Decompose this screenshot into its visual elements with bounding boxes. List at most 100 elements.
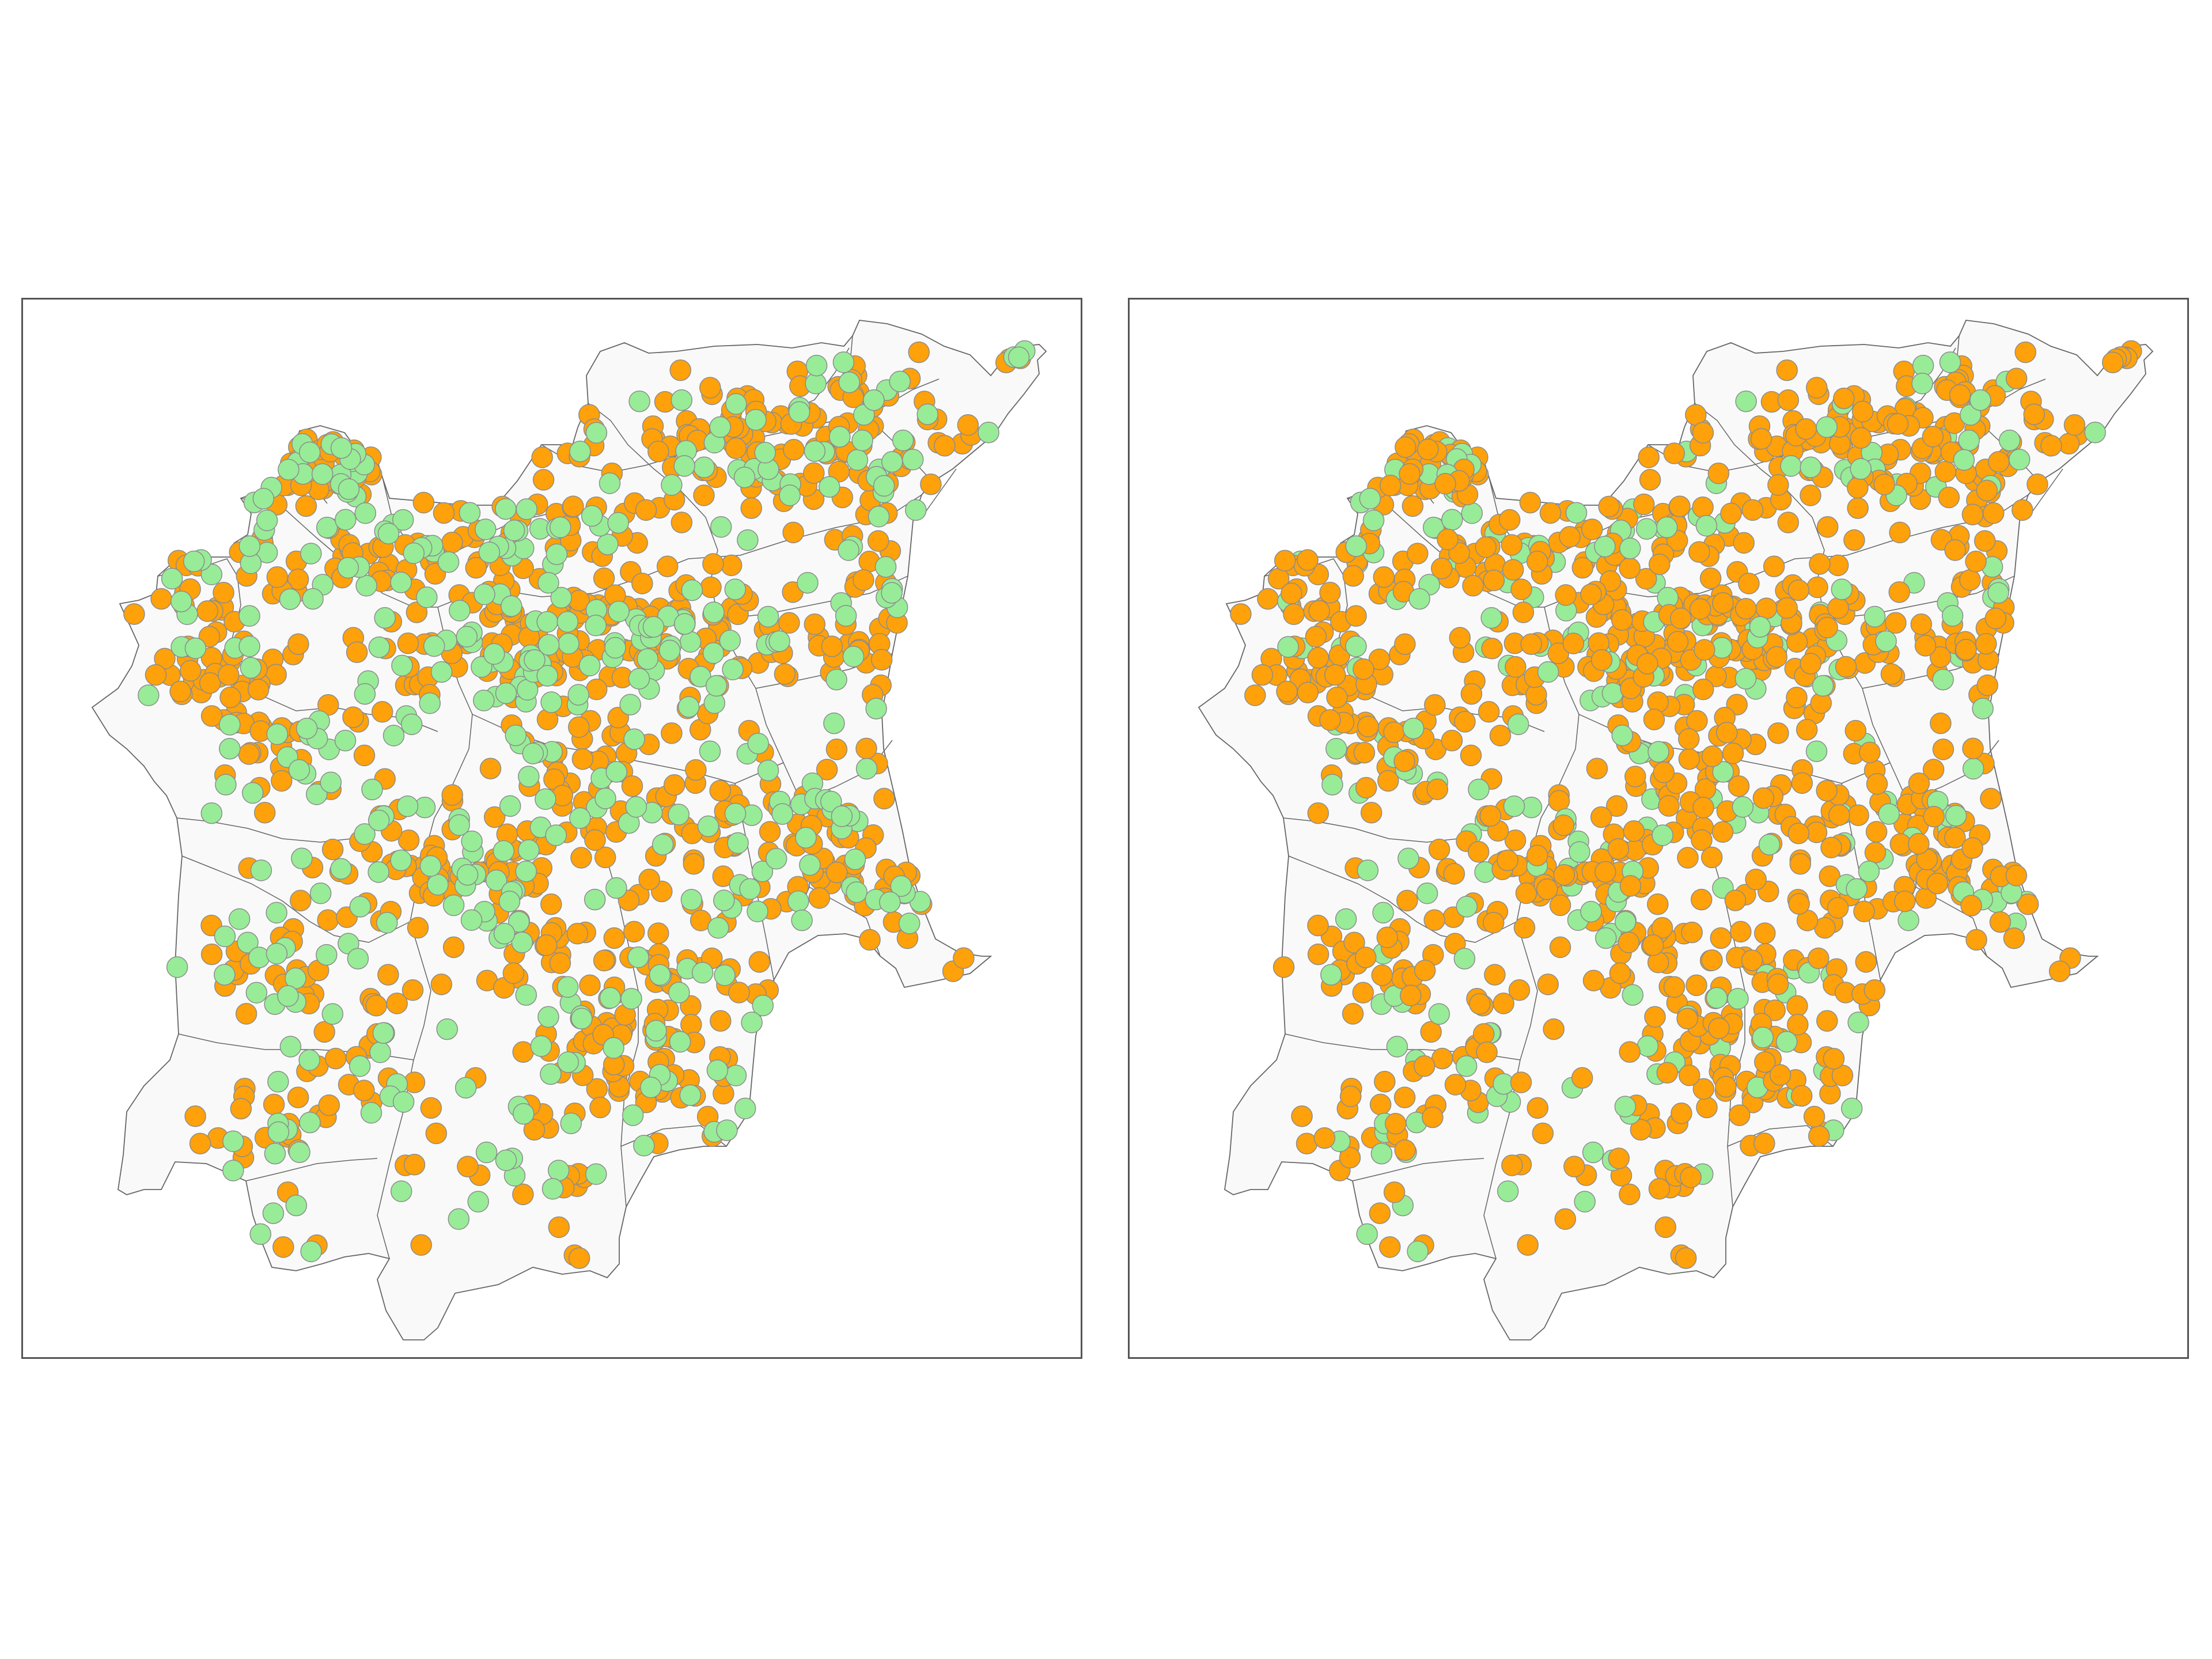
site-marker-orange [782, 521, 804, 544]
site-marker-green [461, 830, 483, 853]
site-marker-green [879, 891, 901, 913]
site-marker-green [549, 516, 571, 539]
site-marker-orange [566, 922, 589, 945]
site-marker-green [296, 717, 318, 740]
site-marker-green [787, 890, 809, 912]
site-marker-orange [1343, 931, 1365, 954]
site-marker-green [396, 795, 419, 817]
site-marker-orange [1949, 384, 1971, 406]
site-marker-green [604, 637, 626, 659]
site-marker-orange [253, 801, 276, 824]
site-marker-orange [1308, 600, 1330, 622]
site-marker-orange [1666, 631, 1689, 653]
site-marker-green [546, 543, 568, 565]
site-marker-orange [512, 1183, 534, 1206]
site-marker-orange [1460, 744, 1482, 767]
site-marker-green [693, 456, 715, 479]
site-marker-orange [1407, 543, 1429, 565]
site-marker-orange [669, 359, 691, 381]
site-marker-green [581, 505, 603, 527]
site-marker-orange [1908, 832, 1930, 855]
site-marker-green [608, 600, 630, 623]
site-marker-orange [1961, 503, 1984, 525]
site-marker-green [1706, 987, 1728, 1009]
site-marker-green [1611, 724, 1634, 747]
site-marker-orange [1422, 1106, 1444, 1128]
site-marker-orange [1806, 377, 1828, 399]
site-marker-green [390, 1180, 412, 1202]
site-marker-green [267, 1121, 290, 1143]
site-marker-green [619, 694, 641, 715]
site-marker-orange [407, 916, 429, 939]
site-marker-green [360, 1102, 382, 1124]
site-marker-orange [1428, 838, 1450, 861]
site-marker-orange [1806, 576, 1828, 599]
site-marker-green [300, 543, 322, 565]
site-marker-orange [1663, 976, 1685, 998]
site-marker-green [571, 1007, 593, 1030]
site-marker-green [460, 909, 483, 931]
site-marker-orange [709, 779, 731, 802]
site-marker-green [709, 416, 731, 438]
site-marker-orange [1478, 701, 1500, 723]
site-marker-orange [683, 853, 705, 875]
site-marker-green [419, 692, 441, 714]
site-marker-green [658, 639, 681, 662]
site-marker-green [505, 724, 527, 747]
site-marker-green [437, 551, 460, 573]
site-marker-orange [1423, 909, 1445, 931]
site-marker-green [1595, 927, 1617, 949]
site-marker-green [436, 1018, 458, 1040]
site-marker-orange [1763, 555, 1785, 577]
site-marker-green [585, 615, 607, 637]
site-marker-orange [1582, 969, 1605, 992]
site-marker-green [1969, 389, 1991, 411]
site-marker-orange [1352, 982, 1374, 1004]
site-marker-green [266, 723, 289, 745]
site-marker-orange [1809, 553, 1831, 575]
site-marker-orange [1885, 612, 1907, 634]
site-marker-orange [1944, 827, 1966, 849]
site-marker-green [705, 675, 728, 697]
site-marker-green [302, 588, 324, 610]
site-marker-green [724, 578, 747, 600]
site-marker-green [569, 807, 591, 830]
site-marker-green [547, 1160, 570, 1181]
site-marker-green [214, 925, 236, 948]
site-marker-orange [1887, 413, 1909, 435]
site-marker-green [737, 529, 759, 551]
site-marker-green [1345, 635, 1367, 657]
site-marker-green [668, 804, 690, 825]
site-marker-orange [1611, 609, 1633, 631]
site-marker-green [291, 847, 313, 869]
site-marker-green [442, 894, 465, 916]
site-marker-orange [1800, 484, 1821, 506]
site-marker-orange [1741, 949, 1763, 971]
site-marker-orange [1984, 607, 2007, 630]
site-marker-green [627, 946, 649, 968]
site-marker-green [741, 1012, 763, 1033]
site-marker-orange [406, 601, 428, 623]
site-marker-orange [213, 582, 234, 604]
site-marker-green [161, 567, 183, 590]
site-marker-green [710, 516, 732, 538]
site-marker-orange [1396, 889, 1418, 912]
site-marker-orange [540, 893, 562, 915]
site-marker-green [501, 595, 522, 617]
site-marker-green [1569, 841, 1590, 863]
site-marker-green [456, 626, 478, 648]
site-marker-orange [1623, 820, 1645, 842]
site-marker-orange [623, 921, 645, 943]
site-marker-orange [1483, 569, 1505, 592]
site-marker-orange [1424, 694, 1446, 716]
site-marker-green [498, 891, 521, 912]
site-marker-green [537, 1006, 559, 1028]
site-marker-orange [247, 679, 270, 700]
site-marker-orange [1787, 822, 1810, 844]
site-marker-orange [1571, 1067, 1593, 1089]
site-marker-green [305, 783, 328, 805]
site-marker-orange [287, 1086, 309, 1108]
site-marker-green [642, 616, 665, 638]
site-marker-green [277, 985, 299, 1007]
site-marker-green [298, 441, 321, 463]
